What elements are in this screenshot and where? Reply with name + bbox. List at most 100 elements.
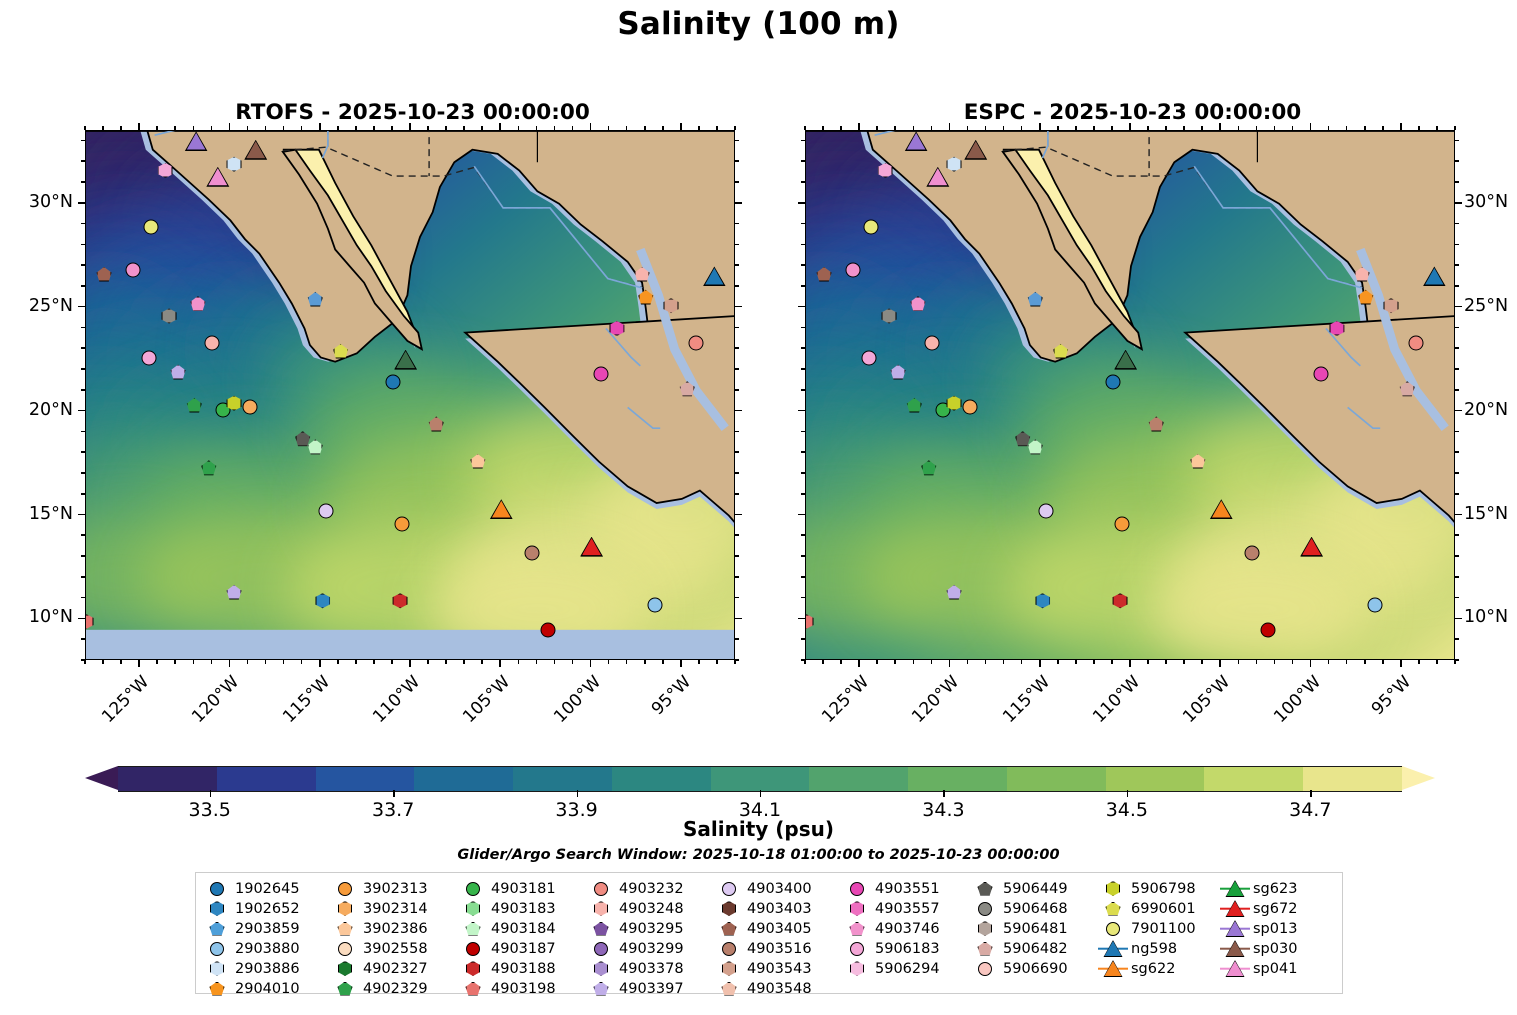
legend-item[interactable]: sg672 xyxy=(1220,899,1330,918)
observation-marker[interactable] xyxy=(1260,622,1276,638)
legend-item[interactable]: 1902652 xyxy=(202,899,330,918)
legend-item[interactable]: 4903516 xyxy=(714,939,842,958)
legend-item[interactable]: 4903187 xyxy=(458,939,586,958)
observation-marker[interactable] xyxy=(141,350,157,366)
observation-marker[interactable] xyxy=(593,366,609,382)
observation-marker[interactable] xyxy=(1383,298,1399,314)
lon-tick xyxy=(625,660,628,664)
observation-marker[interactable] xyxy=(385,374,401,390)
observation-marker[interactable] xyxy=(946,156,962,172)
observation-marker[interactable] xyxy=(1244,545,1260,561)
observation-marker[interactable] xyxy=(946,395,962,411)
legend-item[interactable]: 5906183 xyxy=(842,939,970,958)
legend-item[interactable]: 4902327 xyxy=(330,959,458,978)
legend-item[interactable]: 4903543 xyxy=(714,959,842,978)
legend-item[interactable]: 4903378 xyxy=(586,959,714,978)
observation-marker[interactable] xyxy=(204,335,220,351)
legend-item[interactable]: 7901100 xyxy=(1098,919,1220,938)
lon-tick xyxy=(355,126,357,130)
observation-marker[interactable] xyxy=(877,162,893,178)
legend-item[interactable]: 4903188 xyxy=(458,959,586,978)
legend-item[interactable]: 4903181 xyxy=(458,879,586,898)
legend-item[interactable]: 4903183 xyxy=(458,899,586,918)
legend-item[interactable]: 4903403 xyxy=(714,899,842,918)
legend-marker-pent-icon xyxy=(970,879,1000,898)
observation-marker[interactable] xyxy=(540,622,556,638)
legend-item[interactable]: 4903232 xyxy=(586,879,714,898)
legend-item[interactable]: 4903198 xyxy=(458,979,586,998)
legend-item[interactable]: 4903557 xyxy=(842,899,970,918)
observation-marker[interactable] xyxy=(1408,335,1424,351)
legend-item[interactable]: 5906449 xyxy=(970,879,1098,898)
legend-item[interactable]: 3902558 xyxy=(330,939,458,958)
legend-item[interactable]: 3902314 xyxy=(330,899,458,918)
observation-marker[interactable] xyxy=(688,335,704,351)
legend-item[interactable]: 5906294 xyxy=(842,959,970,978)
legend-item[interactable]: ng598 xyxy=(1098,939,1220,958)
legend-item[interactable]: 5906468 xyxy=(970,899,1098,918)
observation-marker[interactable] xyxy=(1367,597,1383,613)
observation-marker[interactable] xyxy=(1038,503,1054,519)
observation-marker[interactable] xyxy=(861,350,877,366)
observation-marker[interactable] xyxy=(1329,320,1345,336)
legend-item[interactable]: 4902329 xyxy=(330,979,458,998)
observation-marker[interactable] xyxy=(609,320,625,336)
legend-item[interactable]: 4903551 xyxy=(842,879,970,898)
legend-item[interactable]: 4903400 xyxy=(714,879,842,898)
legend-item[interactable]: 4903548 xyxy=(714,979,842,998)
observation-marker[interactable] xyxy=(226,156,242,172)
observation-marker[interactable] xyxy=(226,395,242,411)
legend-item[interactable]: 3902386 xyxy=(330,919,458,938)
observation-marker[interactable] xyxy=(318,503,334,519)
legend-item[interactable]: sp030 xyxy=(1220,939,1330,958)
observation-marker[interactable] xyxy=(845,262,861,278)
observation-marker[interactable] xyxy=(1114,516,1130,532)
legend-item[interactable]: sg622 xyxy=(1098,959,1220,978)
map-panel-espc[interactable] xyxy=(805,130,1455,660)
observation-marker[interactable] xyxy=(394,516,410,532)
legend-item[interactable]: 1902645 xyxy=(202,879,330,898)
legend-item[interactable]: 4903299 xyxy=(586,939,714,958)
observation-marker[interactable] xyxy=(157,162,173,178)
observation-marker[interactable] xyxy=(663,298,679,314)
legend-item[interactable]: sp013 xyxy=(1220,919,1330,938)
map-panel-rtofs[interactable] xyxy=(85,130,735,660)
observation-marker[interactable] xyxy=(647,597,663,613)
lat-tick xyxy=(81,555,85,557)
legend-item[interactable]: 6990601 xyxy=(1098,899,1220,918)
legend-item[interactable]: 2904010 xyxy=(202,979,330,998)
legend-item[interactable]: 5906481 xyxy=(970,919,1098,938)
legend-item[interactable]: sp041 xyxy=(1220,959,1330,978)
legend-item[interactable]: sg623 xyxy=(1220,879,1330,898)
legend-item[interactable]: 5906482 xyxy=(970,939,1098,958)
legend-item[interactable]: 4903295 xyxy=(586,919,714,938)
observation-marker[interactable] xyxy=(863,219,879,235)
observation-marker[interactable] xyxy=(881,308,897,324)
legend-item[interactable]: 4903405 xyxy=(714,919,842,938)
observation-marker[interactable] xyxy=(924,335,940,351)
observation-marker[interactable] xyxy=(1112,593,1128,609)
observation-marker[interactable] xyxy=(143,219,159,235)
observation-marker[interactable] xyxy=(962,399,978,415)
observation-marker[interactable] xyxy=(315,593,331,609)
observation-marker[interactable] xyxy=(392,593,408,609)
legend-item[interactable]: 4903746 xyxy=(842,919,970,938)
legend-label: 4903405 xyxy=(747,920,812,937)
observation-marker[interactable] xyxy=(161,308,177,324)
observation-marker[interactable] xyxy=(125,262,141,278)
legend-item[interactable]: 3902313 xyxy=(330,879,458,898)
legend-item[interactable]: 5906798 xyxy=(1098,879,1220,898)
observation-marker[interactable] xyxy=(1313,366,1329,382)
legend-item[interactable]: 4903397 xyxy=(586,979,714,998)
platform-legend[interactable]: 1902645 1902652 2903859 2903880 2903886 29040… xyxy=(195,872,1343,997)
legend-item[interactable]: 2903859 xyxy=(202,919,330,938)
observation-marker[interactable] xyxy=(1105,374,1121,390)
legend-item[interactable]: 4903184 xyxy=(458,919,586,938)
observation-marker[interactable] xyxy=(524,545,540,561)
legend-item[interactable]: 2903886 xyxy=(202,959,330,978)
legend-item[interactable]: 2903880 xyxy=(202,939,330,958)
legend-item[interactable]: 4903248 xyxy=(586,899,714,918)
legend-item[interactable]: 5906690 xyxy=(970,959,1098,978)
observation-marker[interactable] xyxy=(242,399,258,415)
observation-marker[interactable] xyxy=(1035,593,1051,609)
